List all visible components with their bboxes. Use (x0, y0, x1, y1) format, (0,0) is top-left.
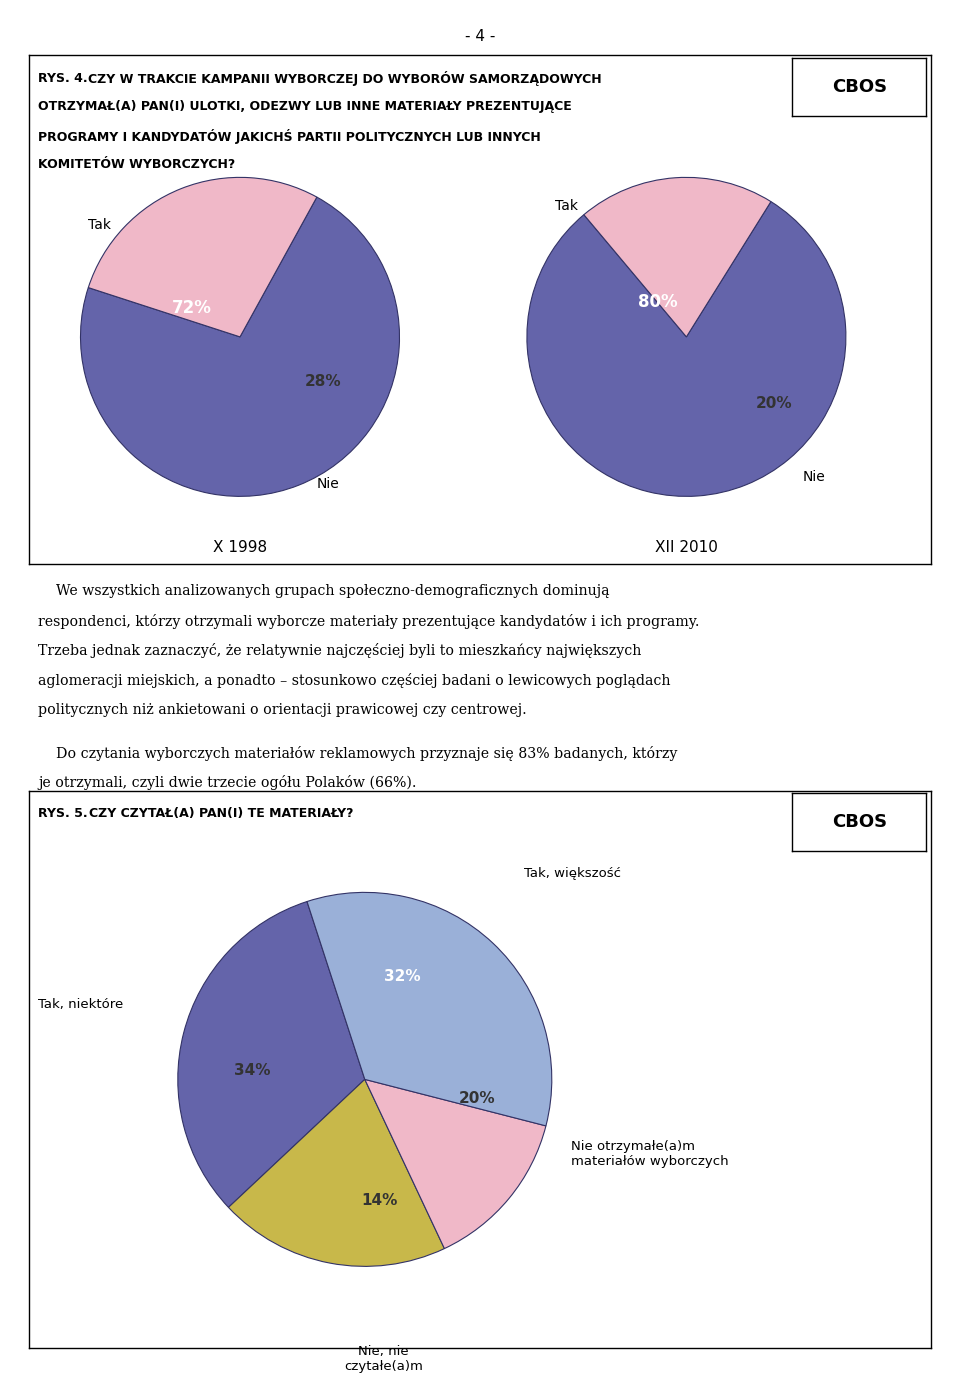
Text: 20%: 20% (459, 1090, 495, 1106)
Text: RYS. 4.: RYS. 4. (38, 72, 88, 84)
Text: 14%: 14% (362, 1194, 398, 1209)
Title: XII 2010: XII 2010 (655, 540, 718, 556)
Text: Nie, nie
czytałe(a)m: Nie, nie czytałe(a)m (344, 1345, 423, 1372)
Wedge shape (365, 1079, 546, 1248)
Text: 32%: 32% (384, 969, 420, 984)
Text: Nie: Nie (317, 477, 339, 491)
Text: CBOS: CBOS (831, 77, 887, 96)
Text: 34%: 34% (234, 1063, 271, 1078)
Text: respondenci, którzy otrzymali wyborcze materiały prezentujące kandydatów i ich p: respondenci, którzy otrzymali wyborcze m… (38, 613, 700, 628)
Text: Nie otrzymałe(a)m
materiałów wyborczych: Nie otrzymałe(a)m materiałów wyborczych (570, 1140, 728, 1169)
Text: Tak, niektóre: Tak, niektóre (37, 998, 123, 1011)
Wedge shape (584, 177, 771, 337)
Text: PROGRAMY I KANDYDATÓW JAKICHŚ PARTII POLITYCZNYCH LUB INNYCH: PROGRAMY I KANDYDATÓW JAKICHŚ PARTII POL… (38, 129, 541, 144)
Wedge shape (307, 892, 552, 1126)
Wedge shape (228, 1079, 444, 1266)
Wedge shape (527, 202, 846, 496)
Text: Trzeba jednak zaznaczyć, że relatywnie najczęściej byli to mieszkańcy największy: Trzeba jednak zaznaczyć, że relatywnie n… (38, 644, 642, 659)
Text: Do czytania wyborczych materiałów reklamowych przyznaje się 83% badanych, którzy: Do czytania wyborczych materiałów reklam… (38, 745, 678, 760)
Text: We wszystkich analizowanych grupach społeczno-demograficznych dominują: We wszystkich analizowanych grupach społ… (38, 584, 610, 598)
Text: Tak: Tak (88, 219, 111, 232)
Text: Nie: Nie (803, 470, 826, 484)
Text: CBOS: CBOS (831, 813, 887, 832)
Text: RYS. 5.: RYS. 5. (38, 807, 88, 820)
Wedge shape (81, 197, 399, 496)
Text: CZY CZYTAŁ(A) PAN(I) TE MATERIAŁY?: CZY CZYTAŁ(A) PAN(I) TE MATERIAŁY? (89, 807, 354, 820)
Text: CZY W TRAKCIE KAMPANII WYBORCZEJ DO WYBORÓW SAMORZĄDOWYCH: CZY W TRAKCIE KAMPANII WYBORCZEJ DO WYBO… (88, 72, 602, 87)
Text: 20%: 20% (756, 396, 792, 411)
Wedge shape (88, 177, 317, 337)
Wedge shape (178, 902, 365, 1207)
Text: politycznych niż ankietowani o orientacji prawicowej czy centrowej.: politycznych niż ankietowani o orientacj… (38, 703, 527, 716)
Text: je otrzymali, czyli dwie trzecie ogółu Polaków (66%).: je otrzymali, czyli dwie trzecie ogółu P… (38, 775, 417, 791)
Text: KOMITETÓW WYBORCZYCH?: KOMITETÓW WYBORCZYCH? (38, 158, 235, 170)
Text: 28%: 28% (304, 374, 341, 389)
Text: Tak, większość: Tak, większość (524, 868, 621, 880)
Text: 72%: 72% (172, 300, 212, 318)
Text: OTRZYMAŁ(A) PAN(I) ULOTKI, ODEZWY LUB INNE MATERIAŁY PREZENTUJĄCE: OTRZYMAŁ(A) PAN(I) ULOTKI, ODEZWY LUB IN… (38, 100, 572, 113)
Text: Tak: Tak (555, 199, 578, 213)
Text: 80%: 80% (637, 293, 678, 311)
Text: - 4 -: - 4 - (465, 29, 495, 44)
Text: aglomeracji miejskich, a ponadto – stosunkowo częściej badani o lewicowych poglą: aglomeracji miejskich, a ponadto – stosu… (38, 672, 671, 688)
Title: X 1998: X 1998 (213, 540, 267, 556)
